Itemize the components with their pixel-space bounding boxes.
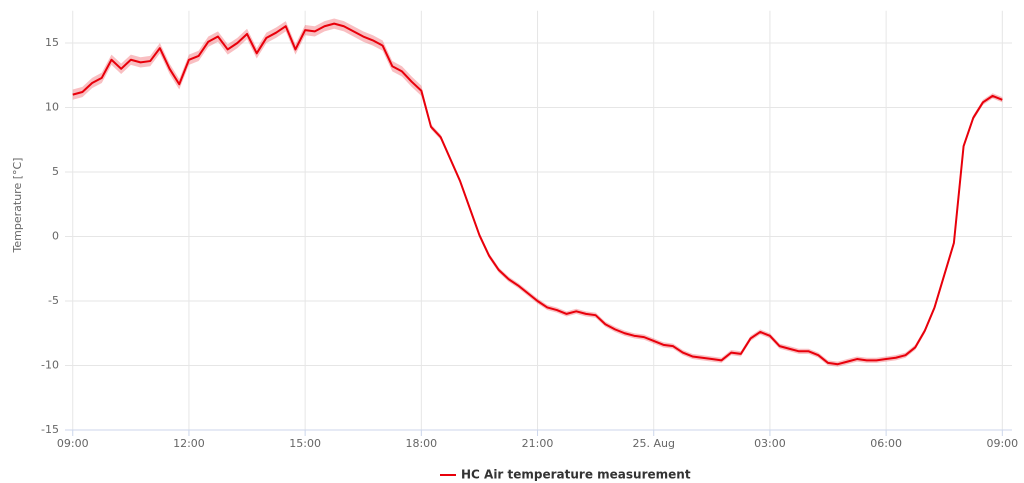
x-tick-label: 06:00 [870, 437, 902, 450]
y-tick-label: 5 [52, 165, 59, 178]
y-axis-title: Temperature [°C] [11, 158, 24, 254]
y-tick-label: 10 [45, 101, 59, 114]
x-tick-label: 15:00 [289, 437, 321, 450]
line [72, 22, 1003, 366]
x-tick-label: 12:00 [173, 437, 205, 450]
x-tick-label: 18:00 [405, 437, 437, 450]
y-tick-label: -10 [41, 359, 59, 372]
y-tick-label: -5 [48, 294, 59, 307]
legend-label: HC Air temperature measurement [461, 468, 691, 482]
x-tick-label: 09:00 [986, 437, 1018, 450]
x-tick-label: 25. Aug [632, 437, 674, 450]
x-tick-label: 03:00 [754, 437, 786, 450]
x-tick-label: 21:00 [522, 437, 554, 450]
y-tick-label: -15 [41, 423, 59, 436]
y-tick-label: 0 [52, 230, 59, 243]
x-tick-label: 09:00 [57, 437, 89, 450]
y-tick-label: 15 [45, 36, 59, 49]
